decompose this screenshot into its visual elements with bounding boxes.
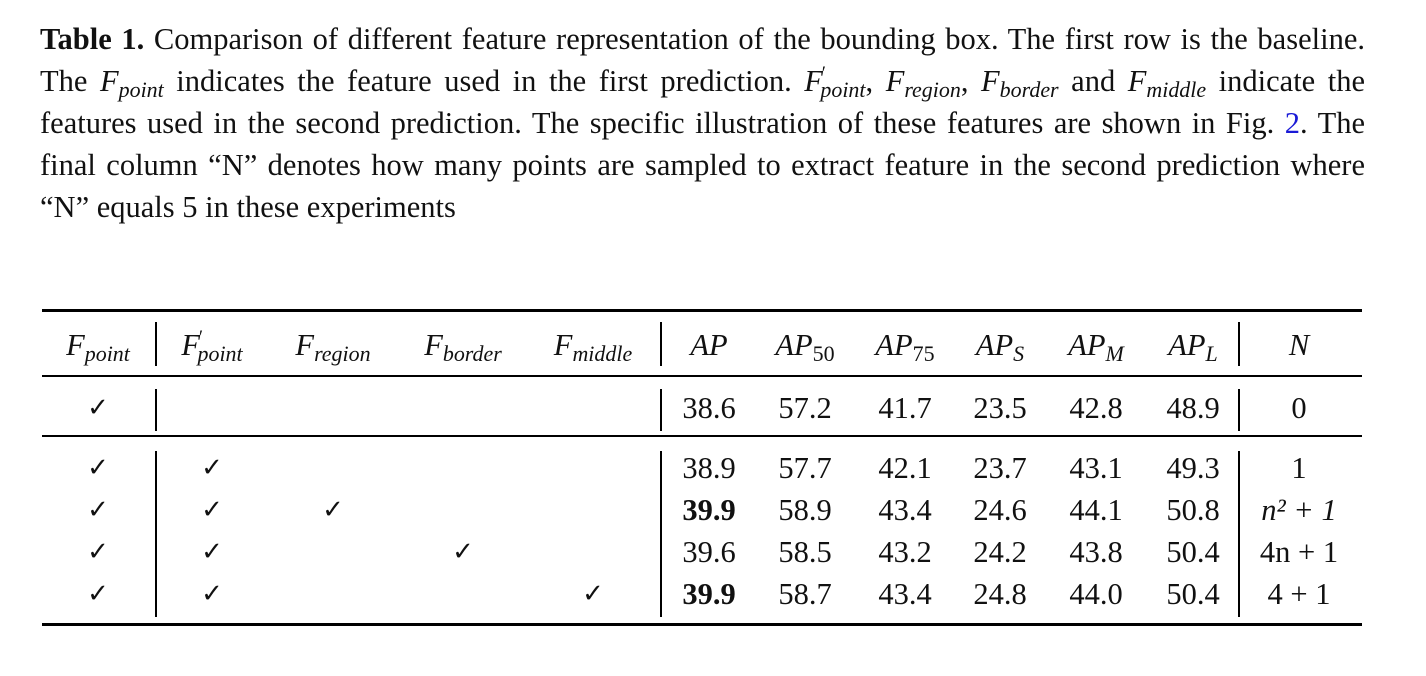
baseline-apl: 48.9 — [1166, 391, 1220, 425]
header-rule — [42, 375, 1362, 377]
header-f-point: Fpoint — [66, 328, 130, 367]
col-sep-1 — [155, 451, 157, 617]
baseline-ap75: 41.7 — [878, 391, 932, 425]
row1-aps: 23.7 — [973, 451, 1027, 485]
row2-ap50: 58.9 — [778, 493, 832, 527]
baseline-aps: 23.5 — [973, 391, 1027, 425]
row4-fpoint-check: ✓ — [87, 579, 109, 609]
row3-apl: 50.4 — [1166, 535, 1220, 569]
baseline-ap50: 57.2 — [778, 391, 832, 425]
row3-apm: 43.8 — [1069, 535, 1123, 569]
caption-text-1: Comparison of different feature represen… — [40, 22, 1365, 98]
baseline-fpoint-check: ✓ — [87, 393, 109, 423]
header-n: N — [1288, 328, 1310, 362]
baseline-n: 0 — [1291, 391, 1307, 425]
row4-n: 4 + 1 — [1267, 577, 1331, 611]
baseline-rule — [42, 435, 1362, 437]
row2-ap75: 43.4 — [878, 493, 932, 527]
header-ap50: AP50 — [775, 328, 835, 367]
header-apm: APM — [1068, 328, 1124, 367]
header-apl: APL — [1168, 328, 1218, 367]
math-f-region: Fregion — [885, 64, 961, 103]
row2-ap: 39.9 — [682, 493, 736, 527]
row2-apm: 44.1 — [1069, 493, 1123, 527]
baseline-apm: 42.8 — [1069, 391, 1123, 425]
header-f-middle: Fmiddle — [553, 328, 633, 367]
figure-ref-link[interactable]: 2 — [1284, 106, 1300, 140]
row4-fpoint-prime-check: ✓ — [201, 579, 223, 609]
header-ap: AP — [690, 328, 728, 362]
header-aps: APS — [975, 328, 1025, 367]
row4-ap: 39.9 — [682, 577, 736, 611]
header-f-point-prime: F′point — [181, 327, 243, 367]
table-caption: Table 1. Comparison of different feature… — [40, 22, 1366, 224]
col-sep-2 — [660, 389, 662, 431]
math-f-point: Fpoint — [99, 64, 164, 103]
caption-text-3: indicate the features used in the second… — [40, 64, 1366, 140]
row2-fpoint-check: ✓ — [87, 495, 109, 525]
row2-n: n² + 1 — [1261, 493, 1337, 527]
header-ap75: AP75 — [875, 328, 935, 367]
col-sep-3 — [1238, 389, 1240, 431]
row3-ap: 39.6 — [682, 535, 736, 569]
row2-fpoint-prime-check: ✓ — [201, 495, 223, 525]
row3-fpoint-prime-check: ✓ — [201, 537, 223, 567]
caption-text-2: indicates the feature used in the first … — [163, 64, 805, 98]
row2-apl: 50.8 — [1166, 493, 1220, 527]
row3-ap75: 43.2 — [878, 535, 932, 569]
col-sep-2 — [660, 322, 662, 366]
row4-apl: 50.4 — [1166, 577, 1220, 611]
math-f-middle: Fmiddle — [1127, 64, 1207, 103]
row2-fregion-check: ✓ — [322, 495, 344, 525]
row3-ap50: 58.5 — [778, 535, 832, 569]
baseline-ap: 38.6 — [682, 391, 736, 425]
header-f-border: Fborder — [424, 328, 502, 367]
row1-ap: 38.9 — [682, 451, 736, 485]
col-sep-1 — [155, 322, 157, 366]
row3-aps: 24.2 — [973, 535, 1027, 569]
bottom-rule — [42, 623, 1362, 626]
top-rule — [42, 309, 1362, 312]
row4-ap75: 43.4 — [878, 577, 932, 611]
header-f-region: Fregion — [295, 328, 371, 367]
col-sep-2 — [660, 451, 662, 617]
math-f-border: Fborder — [981, 64, 1059, 103]
caption-label: Table 1. — [40, 22, 145, 56]
caption-text-4: . The final column “N” denotes how many … — [40, 106, 1365, 224]
row2-aps: 24.6 — [973, 493, 1027, 527]
row1-ap75: 42.1 — [878, 451, 932, 485]
math-f-point-prime: F′point — [804, 63, 866, 103]
row1-apl: 49.3 — [1166, 451, 1220, 485]
row3-fpoint-check: ✓ — [87, 537, 109, 567]
row4-aps: 24.8 — [973, 577, 1027, 611]
row1-n: 1 — [1291, 451, 1307, 485]
col-sep-3 — [1238, 451, 1240, 617]
col-sep-3 — [1238, 322, 1240, 366]
row1-fpoint-check: ✓ — [87, 453, 109, 483]
row4-ap50: 58.7 — [778, 577, 832, 611]
row4-apm: 44.0 — [1069, 577, 1123, 611]
row1-apm: 43.1 — [1069, 451, 1123, 485]
row3-fborder-check: ✓ — [452, 537, 474, 567]
row1-ap50: 57.7 — [778, 451, 832, 485]
row4-fmiddle-check: ✓ — [582, 579, 604, 609]
row1-fpoint-prime-check: ✓ — [201, 453, 223, 483]
row3-n: 4n + 1 — [1259, 535, 1339, 569]
col-sep-1 — [155, 389, 157, 431]
